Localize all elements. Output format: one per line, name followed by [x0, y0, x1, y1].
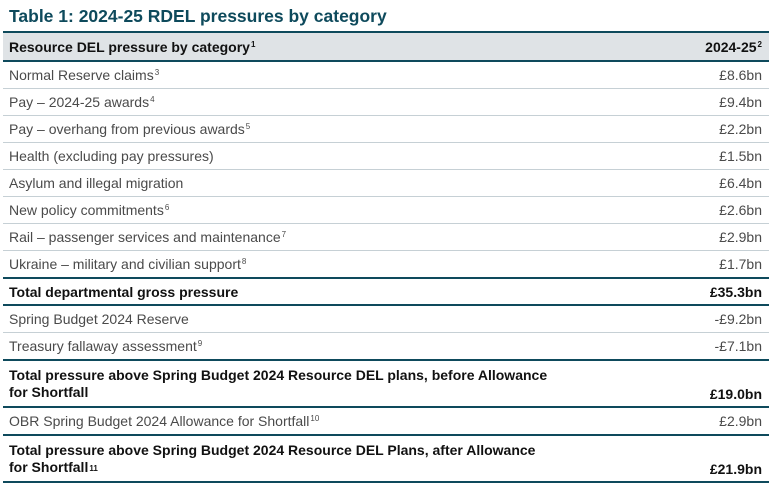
row-label: Total pressure above Spring Budget 2024 …: [3, 359, 700, 408]
table-title: Table 1: 2024-25 RDEL pressures by categ…: [9, 6, 387, 26]
table-row: Treasury fallaway assessment9 -£7.1bn: [3, 332, 769, 361]
total-row-gross-pressure: Total departmental gross pressure £35.3b…: [3, 277, 769, 306]
footnote-ref: 7: [281, 230, 287, 239]
row-label-text: Health (excluding pay pressures): [9, 148, 214, 164]
row-value: -£7.1bn: [699, 332, 769, 361]
footnote-ref: 5: [245, 122, 251, 131]
row-value: £1.5bn: [699, 142, 769, 170]
footnote-ref: 11: [89, 463, 98, 473]
row-label-text: Pay – overhang from previous awards: [9, 121, 245, 137]
row-value: £19.0bn: [699, 359, 769, 408]
table-row: Rail – passenger services and maintenanc…: [3, 223, 769, 251]
row-label: OBR Spring Budget 2024 Allowance for Sho…: [3, 407, 700, 436]
footnote-ref: 2: [757, 39, 762, 49]
table-row: Pay – 2024-25 awards4 £9.4bn: [3, 88, 769, 116]
row-label-text: Rail – passenger services and maintenanc…: [9, 229, 281, 245]
row-label-text: Spring Budget 2024 Reserve: [9, 311, 189, 327]
table-row: Spring Budget 2024 Reserve -£9.2bn: [3, 305, 769, 333]
header-category: Resource DEL pressure by category1: [3, 31, 700, 62]
row-label-text: Asylum and illegal migration: [9, 175, 184, 191]
header-year: 2024-252: [699, 31, 769, 62]
header-category-label: Resource DEL pressure by category: [9, 38, 250, 55]
table-row: New policy commitments6 £2.6bn: [3, 196, 769, 224]
table-row: Normal Reserve claims3 £8.6bn: [3, 61, 769, 89]
footnote-ref: 9: [197, 339, 203, 348]
row-label-text: Total departmental gross pressure: [9, 283, 239, 300]
row-label: New policy commitments6: [3, 196, 700, 224]
row-label-text: Ukraine – military and civilian support: [9, 256, 241, 272]
row-label: Treasury fallaway assessment9: [3, 332, 700, 361]
row-value: £35.3bn: [699, 277, 769, 306]
row-label: Normal Reserve claims3: [3, 61, 700, 89]
table-row: Health (excluding pay pressures) £1.5bn: [3, 142, 769, 170]
row-value: £2.6bn: [699, 196, 769, 224]
row-label: Pay – overhang from previous awards5: [3, 115, 700, 143]
row-value: £8.6bn: [699, 61, 769, 89]
row-value: £9.4bn: [699, 88, 769, 116]
total-row-after-allowance: Total pressure above Spring Budget 2024 …: [3, 434, 769, 483]
row-value: -£9.2bn: [699, 305, 769, 333]
row-label: Pay – 2024-25 awards4: [3, 88, 700, 116]
total-row-before-allowance: Total pressure above Spring Budget 2024 …: [3, 359, 769, 408]
footnote-ref: 1: [250, 39, 256, 49]
row-value: £2.9bn: [699, 223, 769, 251]
row-label-text: New policy commitments: [9, 202, 164, 218]
row-label: Ukraine – military and civilian support8: [3, 250, 700, 279]
table-row: Pay – overhang from previous awards5 £2.…: [3, 115, 769, 143]
table-row: Asylum and illegal migration £6.4bn: [3, 169, 769, 197]
row-label-text: Total pressure above Spring Budget 2024 …: [9, 366, 548, 400]
row-label-text: Total pressure above Spring Budget 2024 …: [9, 441, 536, 475]
footnote-ref: 10: [310, 414, 320, 423]
footnote-ref: 6: [164, 203, 170, 212]
row-label-text: Treasury fallaway assessment: [9, 338, 197, 354]
footnote-ref: 3: [154, 68, 160, 77]
row-value: £6.4bn: [699, 169, 769, 197]
row-label: Total pressure above Spring Budget 2024 …: [3, 434, 700, 483]
header-year-label: 2024-25: [705, 38, 757, 55]
footnote-ref: 4: [150, 95, 155, 104]
row-label: Health (excluding pay pressures): [3, 142, 700, 170]
row-label: Asylum and illegal migration: [3, 169, 700, 197]
row-value: £21.9bn: [699, 434, 769, 483]
row-label: Total departmental gross pressure: [3, 277, 700, 306]
table-row: OBR Spring Budget 2024 Allowance for Sho…: [3, 407, 769, 436]
row-label: Rail – passenger services and maintenanc…: [3, 223, 700, 251]
row-label: Spring Budget 2024 Reserve: [3, 305, 700, 333]
rdel-pressures-table: Resource DEL pressure by category1 2024-…: [3, 31, 769, 483]
table-header-row: Resource DEL pressure by category1 2024-…: [3, 31, 769, 62]
row-label-text: Pay – 2024-25 awards: [9, 94, 150, 110]
row-value: £1.7bn: [699, 250, 769, 279]
footnote-ref: 8: [241, 257, 247, 266]
row-value: £2.9bn: [699, 407, 769, 436]
table-row: Ukraine – military and civilian support8…: [3, 250, 769, 279]
row-label-text: OBR Spring Budget 2024 Allowance for Sho…: [9, 413, 310, 429]
row-value: £2.2bn: [699, 115, 769, 143]
row-label-text: Normal Reserve claims: [9, 67, 154, 83]
